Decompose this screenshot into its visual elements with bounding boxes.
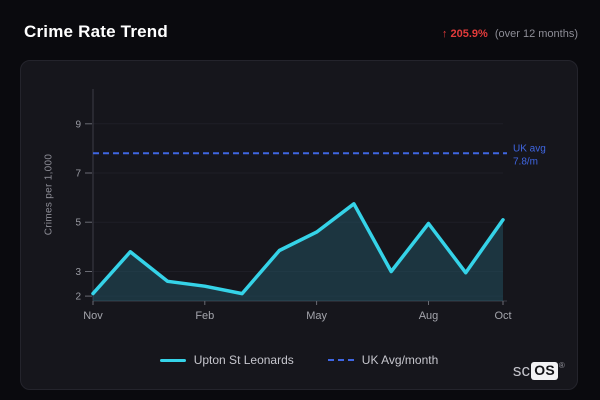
brand-prefix: sc (512, 361, 531, 380)
y-tick-label: 7 (75, 169, 81, 180)
change-indicator: ↑ 205.9% (over 12 months) (442, 28, 578, 40)
legend-item-reference[interactable]: UK Avg/month (327, 353, 439, 367)
legend-label: Upton St Leonards (193, 353, 294, 367)
y-tick-label: 2 (75, 292, 81, 303)
reference-label-line1: UK avg (513, 143, 546, 154)
legend-label: UK Avg/month (361, 353, 439, 367)
y-tick-label: 5 (75, 218, 81, 229)
y-tick-label: 9 (75, 119, 81, 130)
change-value: 205.9% (450, 28, 488, 40)
header: Crime Rate Trend ↑ 205.9% (over 12 month… (24, 22, 578, 42)
x-tick-label: Oct (494, 310, 511, 322)
solid-line-swatch-icon (159, 358, 186, 362)
legend-item-series[interactable]: Upton St Leonards (159, 353, 294, 367)
up-arrow-icon: ↑ (441, 28, 448, 40)
registered-mark: ® (558, 361, 565, 370)
series-area (93, 203, 503, 301)
reference-label-line2: 7.8/m (513, 156, 538, 167)
x-tick-label: May (306, 310, 327, 322)
brand-box: OS (531, 362, 558, 380)
chart-card: Crimes per 1,000 2 3 5 7 9 Nov Feb May Aug Oct UK … (20, 60, 578, 390)
x-tick-label: Feb (195, 310, 214, 322)
brand-logo: sc OS ® (513, 361, 565, 381)
y-tick-label: 3 (75, 267, 81, 278)
change-note: (over 12 months) (494, 28, 578, 40)
dashed-line-swatch-icon (327, 359, 354, 361)
series-line[interactable] (91, 202, 505, 296)
x-tick-label: Aug (419, 310, 439, 322)
x-tick-label: Nov (83, 310, 103, 322)
line-chart[interactable]: 2 3 5 7 9 Nov Feb May Aug Oct UK avg 7.8/m (21, 69, 579, 335)
page-title: Crime Rate Trend (24, 22, 168, 41)
legend: Upton St Leonards UK Avg/month (21, 353, 577, 367)
